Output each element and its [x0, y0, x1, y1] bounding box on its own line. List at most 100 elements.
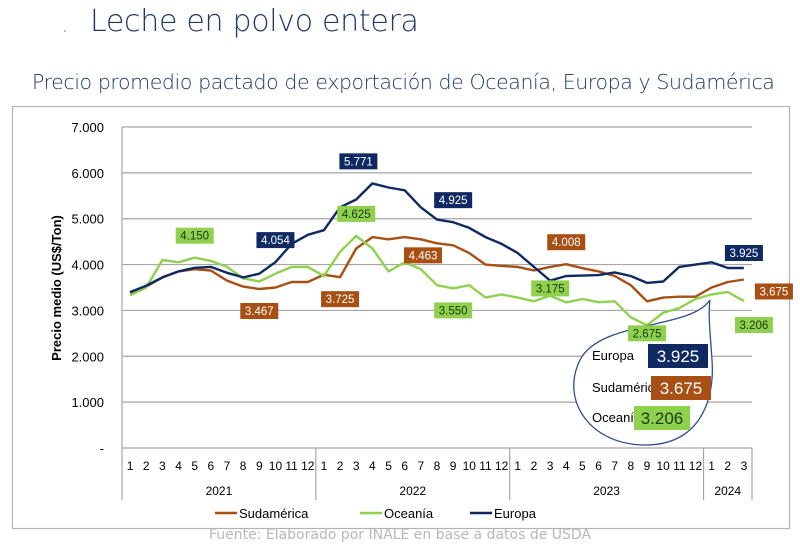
- y-tick-label: 2.000: [71, 349, 104, 364]
- page-title: Leche en polvo entera: [90, 4, 419, 39]
- data-label: 3.725: [326, 294, 355, 306]
- callout-name: Oceanía: [592, 410, 642, 425]
- data-label-box: [628, 325, 666, 342]
- x-tick-label: 8: [240, 459, 247, 473]
- data-label: 3.675: [760, 286, 789, 298]
- callout-value: 3.925: [657, 347, 700, 366]
- x-tick-label: 6: [401, 459, 408, 473]
- callout-value-box: [634, 406, 690, 430]
- data-labels: 4.150 4.054 3.467 5.771 4.625 3.725 4.925 4.463…: [175, 153, 793, 342]
- legend-label: Europa: [494, 506, 537, 521]
- callout-value: 3.206: [641, 409, 684, 428]
- x-tick-label: 5: [191, 459, 198, 473]
- decorative-dot: [64, 30, 66, 32]
- year-label: 2021: [206, 484, 233, 498]
- x-tick-label: 8: [434, 459, 441, 473]
- y-tick-label: 7.000: [71, 120, 104, 135]
- source-note: Fuente: Elaborado por INALE en base a da…: [208, 527, 592, 543]
- callout-value-box: [651, 376, 711, 400]
- data-label-box: [434, 302, 473, 319]
- chart-title: Precio promedio pactado de exportación d…: [32, 70, 775, 94]
- data-label: 3.550: [439, 305, 468, 317]
- series-line-europa: [129, 182, 744, 294]
- data-label-box: [547, 234, 586, 251]
- data-label: 3.175: [536, 283, 565, 295]
- x-tick-label: 3: [547, 459, 554, 473]
- data-label: 3.206: [740, 320, 769, 332]
- year-label: 2023: [593, 484, 620, 498]
- data-label: 4.625: [342, 209, 371, 221]
- x-tick-label: 11: [479, 459, 492, 473]
- data-label-box: [434, 192, 473, 209]
- data-label-box: [337, 205, 376, 222]
- x-tick-label: 2: [724, 459, 731, 473]
- data-label-box: [175, 227, 214, 244]
- x-tick-label: 6: [208, 459, 215, 473]
- series-lines: [129, 182, 745, 327]
- x-tick-label: 10: [656, 459, 670, 473]
- legend: Sudamérica Oceanía Europa: [215, 506, 537, 521]
- y-axis-ticks: - 1.000 2.000 3.000 4.000 5.000 6.000 7.000: [71, 120, 104, 456]
- data-label-box: [240, 303, 279, 320]
- data-label: 4.054: [261, 235, 290, 247]
- data-label: 3.467: [245, 306, 274, 318]
- y-tick-label: 1.000: [71, 395, 104, 410]
- x-tick-label: 1: [321, 459, 328, 473]
- x-tick-label: 8: [628, 459, 635, 473]
- y-tick-label: 4.000: [71, 258, 104, 273]
- x-tick-label: 11: [673, 459, 686, 473]
- y-tick-label: -: [100, 441, 104, 456]
- data-label-box: [724, 245, 763, 262]
- x-tick-label: 7: [224, 459, 231, 473]
- x-tick-label: 1: [127, 459, 134, 473]
- x-tick-label: 9: [450, 459, 457, 473]
- x-tick-label: 6: [595, 459, 602, 473]
- callout-value: 3.675: [660, 379, 703, 398]
- x-tick-label: 12: [301, 459, 315, 473]
- legend-label: Sudamérica: [239, 506, 309, 521]
- data-label-box: [754, 283, 793, 300]
- y-tick-label: 5.000: [71, 212, 104, 227]
- x-tick-label: 10: [463, 459, 477, 473]
- x-tick-label: 4: [175, 459, 182, 473]
- data-label: 4.925: [439, 195, 468, 207]
- x-tick-label: 3: [741, 459, 748, 473]
- callout-name: Sudamérica: [592, 380, 662, 395]
- x-tick-label: 12: [495, 459, 509, 473]
- data-label: 2.675: [633, 328, 662, 340]
- x-tick-label: 9: [644, 459, 651, 473]
- x-tick-label: 5: [385, 459, 392, 473]
- data-label: 5.771: [344, 156, 373, 168]
- data-label-box: [339, 153, 378, 170]
- x-tick-label: 5: [579, 459, 586, 473]
- data-label: 4.463: [409, 250, 438, 262]
- series-line-sudamerica: [129, 235, 745, 303]
- data-label: 4.150: [180, 231, 209, 243]
- x-tick-label: 12: [689, 459, 703, 473]
- callout-name: Europa: [592, 348, 635, 363]
- x-tick-label: 2: [143, 459, 150, 473]
- chart-frame: [11, 105, 791, 530]
- y-axis-label: Precio medio (US$/Ton): [49, 215, 64, 361]
- x-tick-label: 11: [285, 459, 298, 473]
- x-tick-label: 3: [159, 459, 166, 473]
- x-tick-label: 2: [531, 459, 538, 473]
- x-tick-label: 10: [269, 459, 283, 473]
- y-tick-label: 6.000: [71, 166, 104, 181]
- x-tick-label: 1: [708, 459, 715, 473]
- x-tick-label: 1: [514, 459, 521, 473]
- y-tick-label: 3.000: [71, 303, 104, 318]
- data-label-box: [734, 316, 773, 333]
- year-label: 2024: [714, 484, 741, 498]
- data-label: 3.925: [730, 248, 759, 260]
- x-axis: 1 2 3 4 5 6 7 8 9 10 11 12 1 2 3 4 5 6 7 8 9 10 11 12 1 2 3 4 5 6 7 8 9 1…: [121, 448, 753, 500]
- data-label-box: [321, 291, 360, 308]
- data-label: 4.008: [552, 237, 581, 249]
- x-tick-label: 7: [418, 459, 425, 473]
- x-tick-label: 4: [563, 459, 570, 473]
- series-line-oceania: [129, 234, 745, 327]
- data-label-box: [531, 280, 570, 297]
- x-tick-label: 4: [369, 459, 376, 473]
